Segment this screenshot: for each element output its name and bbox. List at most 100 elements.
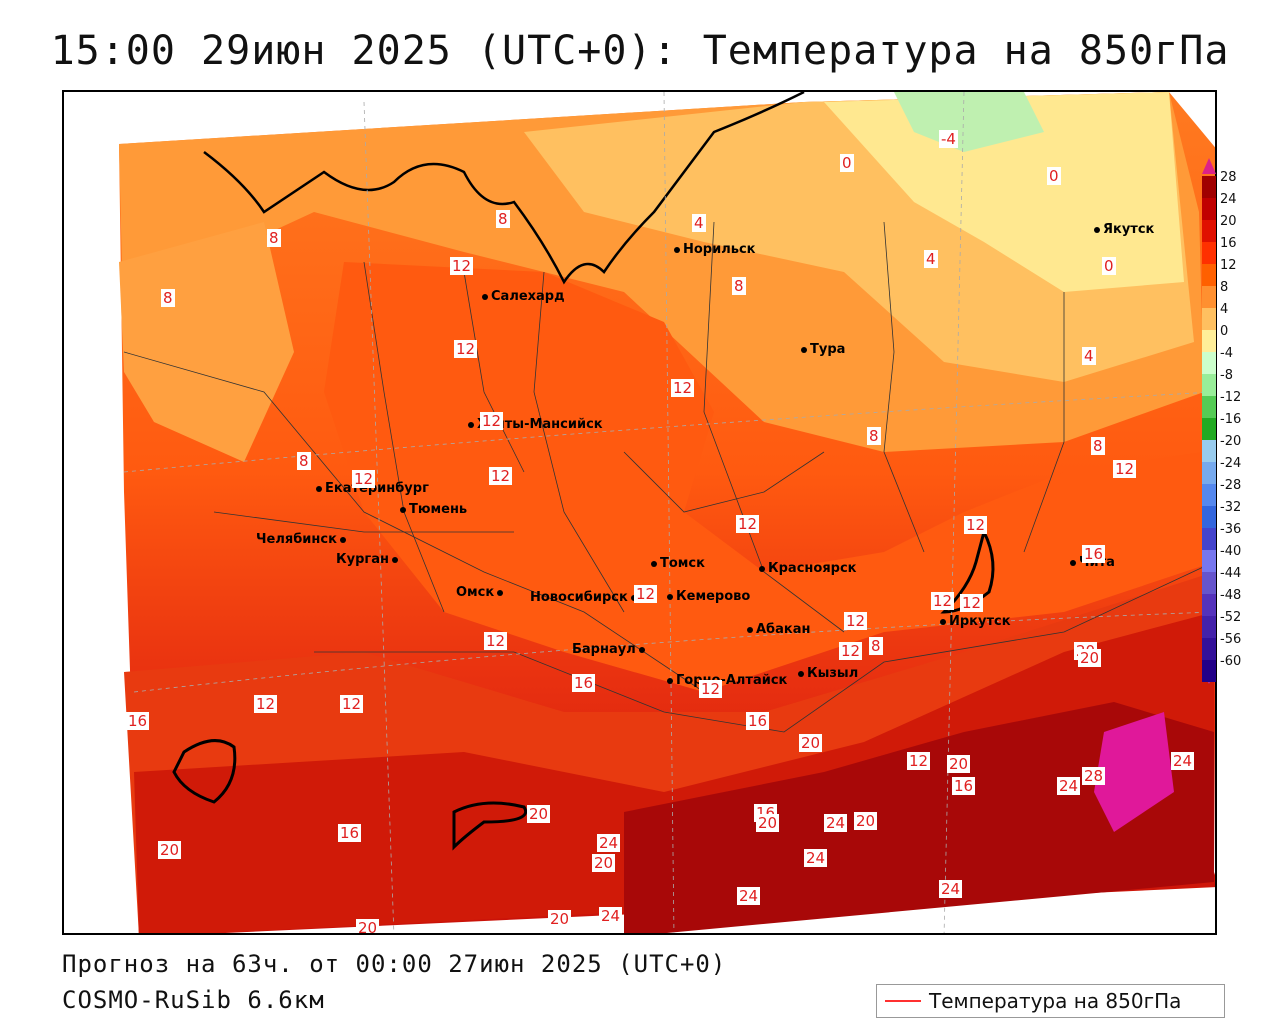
coastline [203, 92, 805, 285]
zone-28-hot [1094, 712, 1174, 832]
legend-box: Температура на 850гПа [876, 984, 1225, 1018]
model-name: COSMO-RuSib 6.6км [62, 986, 325, 1014]
colorbar-cell [1202, 660, 1216, 682]
city-marker-icon [801, 346, 807, 353]
contour-label: 24 [597, 834, 621, 852]
contour-label: 20 [548, 910, 572, 928]
colorbar-tick-label: 16 [1220, 236, 1237, 251]
colorbar-tick-label: 8 [1220, 280, 1229, 295]
city-marker-icon [1094, 226, 1100, 233]
city-label: Екатеринбург [325, 481, 429, 496]
city-label: Челябинск [256, 532, 337, 547]
contour-label: 12 [699, 680, 723, 698]
temperature-map: Якутск Норильск Салехард Тура Ханты-Манс… [62, 90, 1217, 935]
city-label: Тура [810, 342, 846, 357]
city-marker-icon [391, 556, 398, 563]
contour-label: 4 [1082, 347, 1096, 365]
colorbar-cell [1202, 330, 1216, 352]
city-label: Горно-Алтайск [676, 673, 788, 688]
contour-label: -4 [939, 130, 958, 148]
colorbar-cell [1202, 616, 1216, 638]
city-label: Кемерово [676, 589, 751, 604]
city-marker-icon [798, 670, 804, 677]
contour-label: 20 [854, 812, 878, 830]
contour-label: 8 [267, 229, 281, 247]
city-marker-icon [759, 565, 765, 572]
colorbar-tick-label: -32 [1220, 500, 1242, 515]
graticule [123, 92, 1215, 933]
contour-label: 16 [126, 712, 150, 730]
contour-label: 28 [1082, 767, 1106, 785]
contour-label: 12 [907, 752, 931, 770]
colorbar-tick-label: -4 [1220, 346, 1233, 361]
contour-label: 12 [844, 612, 868, 630]
contour-label: 16 [1082, 545, 1106, 563]
legend-label: Температура на 850гПа [929, 989, 1182, 1013]
city-marker-icon [651, 560, 657, 567]
contour-label: 0 [1047, 167, 1061, 185]
region-borders [123, 221, 1215, 733]
city-label: Иркутск [949, 614, 1011, 629]
map-canvas [119, 92, 1215, 933]
colorbar-tick-label: -16 [1220, 412, 1242, 427]
contour-label: 8 [161, 289, 175, 307]
contour-label: 16 [952, 777, 976, 795]
colorbar-tick-label: -36 [1220, 522, 1242, 537]
colorbar-tick-label: -44 [1220, 566, 1242, 581]
city-marker-icon [667, 593, 673, 600]
colorbar-tick-label: -48 [1220, 588, 1242, 603]
city-label: Ханты-Мансийск [477, 417, 603, 432]
contour-label: 20 [1078, 649, 1102, 667]
colorbar-cell [1202, 176, 1216, 198]
contour-label: 4 [692, 214, 706, 232]
city-khanty-mansiysk: Ханты-Мансийск [468, 417, 603, 432]
colorbar-cell [1202, 440, 1216, 462]
city-kurgan: Курган [336, 552, 401, 567]
city-norilsk: Норильск [674, 242, 756, 257]
lake-outline [452, 801, 528, 851]
contour-label: 8 [867, 427, 881, 445]
city-marker-icon [940, 618, 946, 625]
colorbar-cell [1202, 198, 1216, 220]
city-kemerovo: Кемерово [667, 589, 750, 604]
contour-label: 12 [484, 632, 508, 650]
colorbar-tick-label: -60 [1220, 654, 1242, 669]
city-marker-icon [400, 506, 406, 513]
colorbar-cell [1202, 418, 1216, 440]
zone-8-west [119, 222, 294, 462]
contour-label: 12 [839, 642, 863, 660]
city-tura: Тура [801, 342, 845, 357]
contour-label: 24 [824, 814, 848, 832]
colorbar-tick-label: -56 [1220, 632, 1242, 647]
contour-label: 12 [964, 516, 988, 534]
forecast-info: Прогноз на 63ч. от 00:00 27июн 2025 (UTC… [62, 950, 727, 978]
colorbar-cell [1202, 638, 1216, 660]
contour-label: 24 [599, 907, 623, 925]
colorbar-tick-label: -24 [1220, 456, 1242, 471]
contour-label: 12 [254, 695, 278, 713]
contour-label: 8 [1091, 437, 1105, 455]
colorbar-cell [1202, 396, 1216, 418]
lake-outline [172, 739, 237, 804]
contour-label: 0 [1102, 257, 1116, 275]
contour-label: 20 [756, 814, 780, 832]
city-marker-icon [630, 594, 637, 601]
colorbar-cell [1202, 374, 1216, 396]
contour-label: 20 [592, 854, 616, 872]
contour-label: 12 [736, 515, 760, 533]
city-label: Омск [456, 585, 495, 600]
colorbar-cell [1202, 264, 1216, 286]
city-barnaul: Барнаул [572, 642, 648, 657]
city-salekhard: Салехард [482, 289, 565, 304]
colorbar-tick-label: -20 [1220, 434, 1242, 449]
city-marker-icon [482, 293, 488, 300]
city-marker-icon [497, 589, 504, 596]
contour-label: 24 [1171, 752, 1195, 770]
contour-label: 12 [634, 585, 658, 603]
contour-label: 0 [840, 154, 854, 172]
zone-0-north [824, 92, 1184, 292]
colorbar-cell [1202, 220, 1216, 242]
contour-label: 24 [737, 887, 761, 905]
colorbar-tick-label: -28 [1220, 478, 1242, 493]
colorbar-tick-label: 0 [1220, 324, 1229, 339]
